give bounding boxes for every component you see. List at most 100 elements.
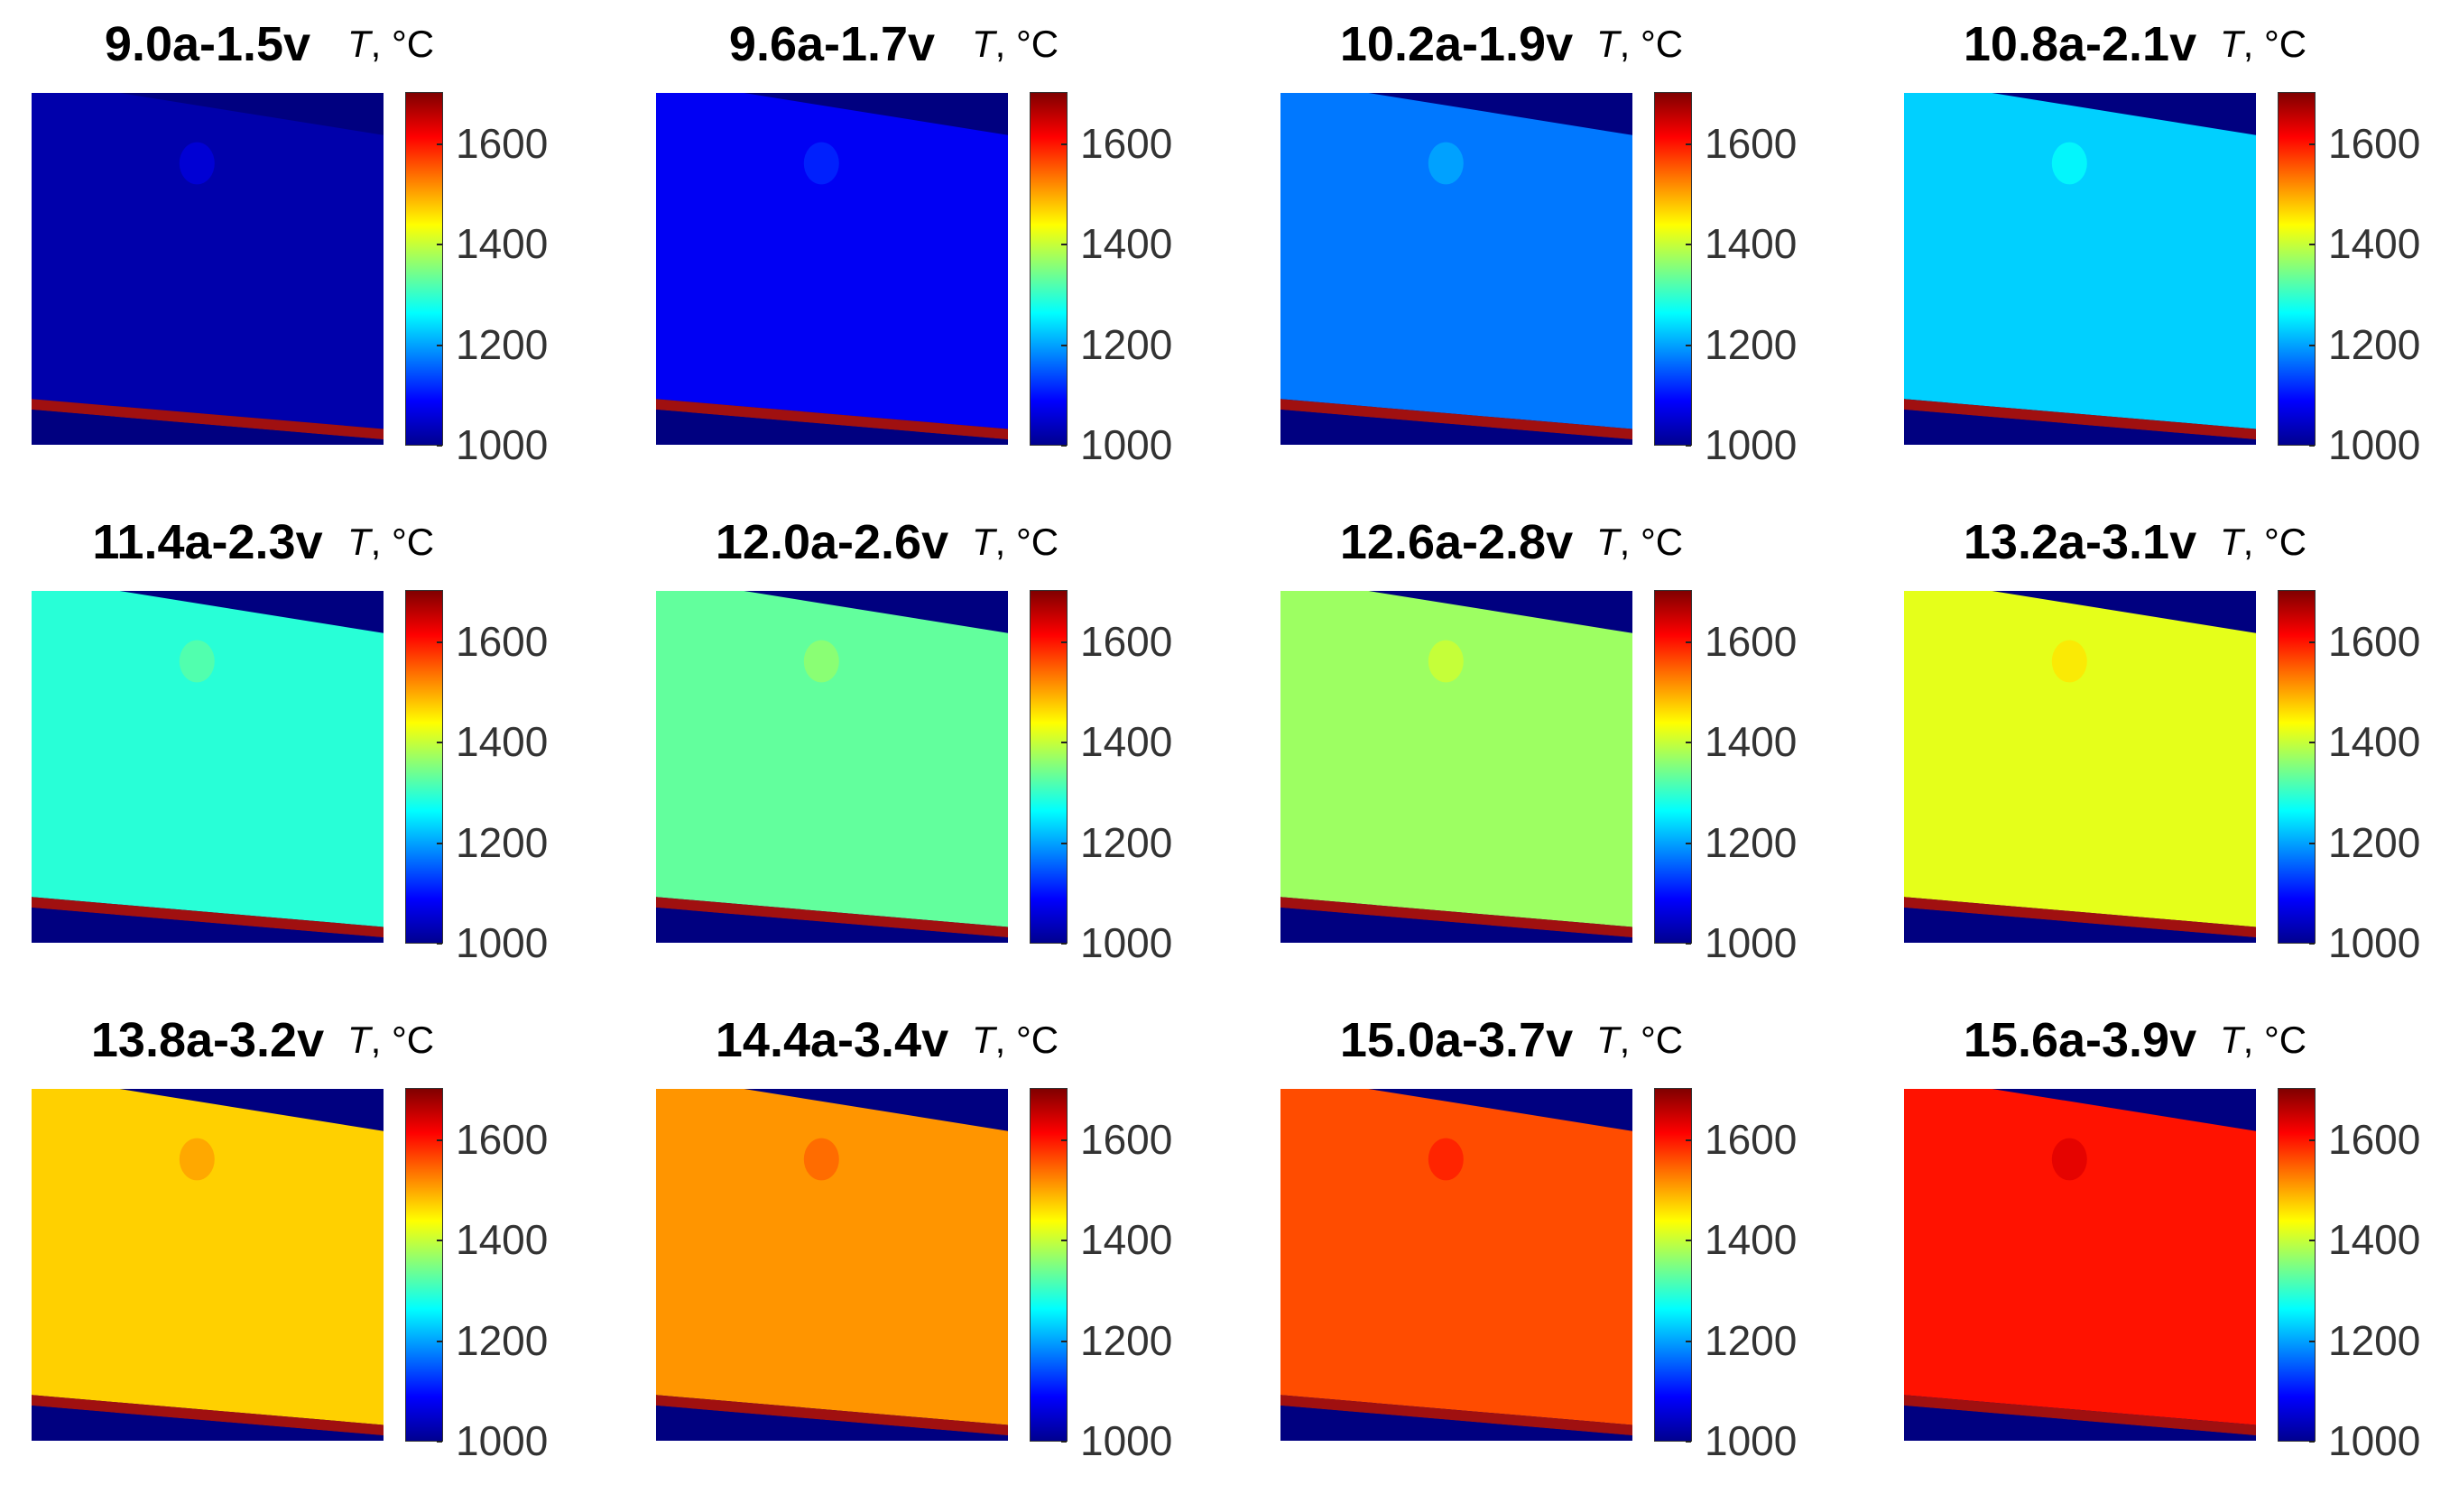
hot-spot bbox=[1428, 1138, 1464, 1181]
colorbar-tick-mark bbox=[437, 842, 442, 844]
colorbar-tick-label: 1000 bbox=[2328, 1417, 2421, 1464]
colorbar-tick-mark bbox=[1686, 1139, 1691, 1141]
colorbar bbox=[2278, 590, 2316, 944]
colorbar-tick-mark bbox=[437, 445, 442, 447]
colorbar-tick-label: 1000 bbox=[1705, 1417, 1798, 1464]
colorbar-tick-mark bbox=[2309, 445, 2315, 447]
colorbar-tick-mark bbox=[2309, 641, 2315, 643]
colorbar bbox=[1030, 1088, 1068, 1442]
colorbar-label-unit: , °C bbox=[370, 521, 435, 563]
thermal-panel: 12.6a-2.8v T, °C 1000 1200 1400 1600 bbox=[1249, 498, 1826, 999]
cold-corner-region bbox=[119, 1089, 384, 1131]
colorbar-label-unit: , °C bbox=[2242, 521, 2307, 563]
colorbar-tick-label: 1400 bbox=[1705, 1216, 1798, 1264]
colorbar bbox=[1030, 590, 1068, 944]
thermal-image bbox=[32, 591, 384, 943]
colorbar-tick-mark bbox=[437, 742, 442, 744]
thermal-panel: 14.4a-3.4v T, °C 1000 1200 1400 1600 bbox=[624, 996, 1202, 1497]
colorbar-label-unit: , °C bbox=[994, 1019, 1059, 1061]
thermal-panel: 15.0a-3.7v T, °C 1000 1200 1400 1600 bbox=[1249, 996, 1826, 1497]
colorbar-label-symbol: T bbox=[347, 521, 371, 563]
colorbar-tick-mark bbox=[1061, 244, 1067, 246]
colorbar-tick-mark bbox=[1061, 143, 1067, 145]
thermal-image bbox=[1904, 591, 2256, 943]
colorbar-label: T, °C bbox=[1596, 25, 1683, 63]
colorbar-tick-mark bbox=[1061, 943, 1067, 945]
heated-plate-region bbox=[1904, 591, 2256, 927]
colorbar-label-symbol: T bbox=[1596, 521, 1620, 563]
bottom-background-region bbox=[656, 908, 1008, 943]
colorbar-tick-mark bbox=[1686, 445, 1691, 447]
panel-title: 12.6a-2.8v bbox=[1339, 515, 1574, 569]
colorbar-label: T, °C bbox=[972, 1021, 1058, 1059]
thermal-panel: 10.8a-2.1v T, °C 1000 1200 1400 1600 bbox=[1872, 0, 2450, 501]
colorbar-tick-label: 1200 bbox=[2328, 818, 2421, 866]
cold-corner-region bbox=[119, 93, 384, 135]
hot-spot bbox=[803, 142, 839, 185]
colorbar-tick-label: 1600 bbox=[2328, 617, 2421, 665]
colorbar-tick-label: 1200 bbox=[456, 320, 549, 368]
edge-strip bbox=[1280, 1395, 1632, 1436]
heated-plate-region bbox=[1280, 93, 1632, 429]
bottom-background-region bbox=[1904, 410, 2256, 445]
thermal-image bbox=[656, 93, 1008, 445]
colorbar-tick-label: 1600 bbox=[1080, 1115, 1173, 1163]
colorbar-tick-label: 1000 bbox=[1705, 421, 1798, 468]
colorbar-tick-mark bbox=[437, 1139, 442, 1141]
heated-plate-region bbox=[656, 93, 1008, 429]
edge-strip bbox=[32, 897, 384, 938]
panel-title: 15.6a-3.9v bbox=[1963, 1013, 2197, 1067]
edge-strip bbox=[1904, 399, 2256, 440]
colorbar-tick-label: 1000 bbox=[2328, 919, 2421, 966]
colorbar-tick-mark bbox=[2309, 344, 2315, 346]
colorbar-tick-mark bbox=[2309, 742, 2315, 744]
colorbar-tick-label: 1400 bbox=[456, 220, 549, 268]
colorbar bbox=[1654, 590, 1692, 944]
thermal-panel: 15.6a-3.9v T, °C 1000 1200 1400 1600 bbox=[1872, 996, 2450, 1497]
thermal-panel: 9.0a-1.5v T, °C 1000 1200 1400 1600 bbox=[0, 0, 578, 501]
colorbar-tick-label: 1600 bbox=[456, 617, 549, 665]
thermal-image bbox=[1904, 93, 2256, 445]
heated-plate-region bbox=[32, 93, 384, 429]
colorbar-tick-mark bbox=[437, 1340, 442, 1342]
colorbar-label-symbol: T bbox=[2220, 23, 2243, 65]
colorbar-tick-label: 1200 bbox=[2328, 1316, 2421, 1364]
panel-title: 13.8a-3.2v bbox=[90, 1013, 325, 1067]
heated-plate-region bbox=[32, 591, 384, 927]
colorbar-label-symbol: T bbox=[2220, 521, 2243, 563]
colorbar-label-unit: , °C bbox=[370, 23, 435, 65]
panel-title: 15.0a-3.7v bbox=[1339, 1013, 1574, 1067]
colorbar-label-symbol: T bbox=[2220, 1019, 2243, 1061]
colorbar-tick-label: 1400 bbox=[2328, 718, 2421, 766]
hot-spot bbox=[1428, 640, 1464, 683]
colorbar-label: T, °C bbox=[2220, 25, 2306, 63]
colorbar-tick-mark bbox=[1686, 641, 1691, 643]
colorbar bbox=[1654, 92, 1692, 446]
cold-corner-region bbox=[744, 93, 1008, 135]
colorbar-tick-mark bbox=[1686, 842, 1691, 844]
colorbar-label: T, °C bbox=[347, 1021, 434, 1059]
colorbar bbox=[1030, 92, 1068, 446]
edge-strip bbox=[1280, 399, 1632, 440]
colorbar-tick-mark bbox=[437, 943, 442, 945]
colorbar-label-unit: , °C bbox=[994, 521, 1059, 563]
colorbar-tick-mark bbox=[1686, 742, 1691, 744]
panel-title: 12.0a-2.6v bbox=[715, 515, 949, 569]
colorbar-label-symbol: T bbox=[972, 23, 995, 65]
colorbar-label-unit: , °C bbox=[2242, 1019, 2307, 1061]
colorbar-label-symbol: T bbox=[972, 1019, 995, 1061]
colorbar-tick-label: 1000 bbox=[2328, 421, 2421, 468]
panel-title: 10.2a-1.9v bbox=[1339, 17, 1574, 71]
heated-plate-region bbox=[1280, 1089, 1632, 1425]
colorbar-tick-mark bbox=[1686, 943, 1691, 945]
colorbar-tick-label: 1200 bbox=[456, 818, 549, 866]
edge-strip bbox=[656, 897, 1008, 938]
colorbar-label: T, °C bbox=[2220, 523, 2306, 561]
bottom-background-region bbox=[1904, 908, 2256, 943]
hot-spot bbox=[179, 1138, 215, 1181]
colorbar-tick-label: 1200 bbox=[1705, 818, 1798, 866]
colorbar-tick-mark bbox=[1061, 445, 1067, 447]
colorbar-tick-label: 1600 bbox=[1705, 1115, 1798, 1163]
colorbar-tick-mark bbox=[437, 143, 442, 145]
